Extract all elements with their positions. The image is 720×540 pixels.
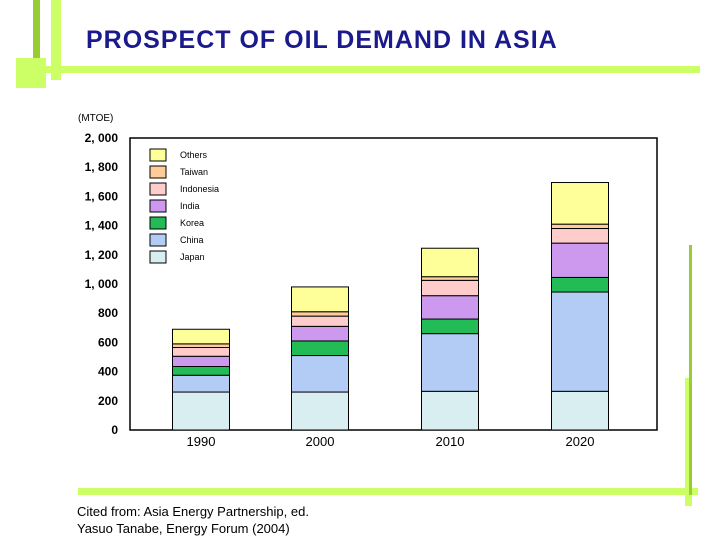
legend-label-china: China <box>180 235 204 245</box>
unit-label: (MTOE) <box>78 113 114 124</box>
y-tick-label: 1, 200 <box>85 248 119 262</box>
bar-segment-indonesia-1990 <box>172 347 230 357</box>
y-tick-label: 200 <box>98 394 118 408</box>
y-tick-label: 0 <box>111 423 118 437</box>
y-tick-label: 1, 800 <box>85 160 119 174</box>
bar-segment-japan-1990 <box>172 391 230 431</box>
bar-segment-india-2000 <box>291 325 349 342</box>
bar-segment-japan-2010 <box>421 390 479 431</box>
decor-square <box>16 58 46 88</box>
page-title: PROSPECT OF OIL DEMAND IN ASIA <box>86 26 558 54</box>
decor-bar-vertical-light <box>51 0 61 80</box>
bar-segment-taiwan-1990 <box>172 343 230 349</box>
legend-swatch-taiwan <box>149 165 167 179</box>
bar-segment-china-1990 <box>172 374 230 393</box>
bar-segment-korea-1990 <box>172 365 230 376</box>
bar-segment-indonesia-2020 <box>551 228 609 244</box>
legend: Others Taiwan Indonesia India Korea China Japa… <box>149 148 219 264</box>
y-tick-label: 1, 000 <box>85 277 119 291</box>
y-axis-ticks: 0 200 400 600 800 1, 000 1, 200 1, 400 1, 600 1, … <box>85 131 119 437</box>
bar-segment-india-1990 <box>172 355 230 367</box>
bar-segment-korea-2010 <box>421 318 479 335</box>
legend-label-korea: Korea <box>180 218 204 228</box>
bar-segment-others-2010 <box>421 247 479 278</box>
bar-segment-china-2010 <box>421 333 479 392</box>
decor-bar-vertical <box>33 0 40 88</box>
bar-segment-others-1990 <box>172 328 230 345</box>
legend-swatch-korea <box>149 216 167 230</box>
x-axis-ticks: 1990 2000 2010 2020 <box>187 434 595 449</box>
decor-bar-right <box>685 378 692 506</box>
y-tick-label: 800 <box>98 306 118 320</box>
bar-segment-china-2020 <box>551 291 609 392</box>
legend-label-indonesia: Indonesia <box>180 184 219 194</box>
legend-swatch-indonesia <box>149 182 167 196</box>
legend-swatch-china <box>149 233 167 247</box>
bar-segment-indonesia-2000 <box>291 315 349 327</box>
bar-segment-others-2020 <box>551 182 609 225</box>
source-line-2: Yasuo Tanabe, Energy Forum (2004) <box>77 521 290 536</box>
x-tick-label-1990: 1990 <box>187 434 216 449</box>
legend-swatch-others <box>149 148 167 162</box>
y-tick-label: 600 <box>98 335 118 349</box>
source-line-1: Cited from: Asia Energy Partnership, ed. <box>77 504 309 519</box>
bar-segment-indonesia-2010 <box>421 279 479 297</box>
bar-segment-taiwan-2010 <box>421 276 479 281</box>
y-tick-label: 1, 400 <box>85 219 119 233</box>
bar-segment-taiwan-2020 <box>551 223 609 230</box>
legend-swatch-japan <box>149 250 167 264</box>
legend-label-taiwan: Taiwan <box>180 167 208 177</box>
bar-segment-taiwan-2000 <box>291 311 349 317</box>
bars-group <box>172 182 609 431</box>
bar-segment-others-2000 <box>291 286 349 313</box>
legend-label-japan: Japan <box>180 252 205 262</box>
bar-segment-china-2000 <box>291 355 349 393</box>
bar-segment-india-2020 <box>551 242 609 278</box>
source-citation: Cited from: Asia Energy Partnership, ed.… <box>77 503 309 537</box>
x-tick-label-2020: 2020 <box>566 434 595 449</box>
decor-bar-right-thin <box>689 245 692 495</box>
x-tick-label-2010: 2010 <box>436 434 465 449</box>
x-tick-label-2000: 2000 <box>306 434 335 449</box>
bar-segment-japan-2000 <box>291 391 349 431</box>
legend-label-others: Others <box>180 150 208 160</box>
bar-segment-korea-2020 <box>551 276 609 293</box>
decor-line-horizontal <box>16 66 700 73</box>
legend-swatch-india <box>149 199 167 213</box>
y-tick-label: 400 <box>98 365 118 379</box>
legend-label-india: India <box>180 201 200 211</box>
bar-segment-india-2010 <box>421 295 479 320</box>
bar-segment-korea-2000 <box>291 340 349 357</box>
bar-segment-japan-2020 <box>551 390 609 431</box>
decor-line-bottom <box>78 488 698 495</box>
y-tick-label: 1, 600 <box>85 189 119 203</box>
y-tick-label: 2, 000 <box>85 131 119 145</box>
